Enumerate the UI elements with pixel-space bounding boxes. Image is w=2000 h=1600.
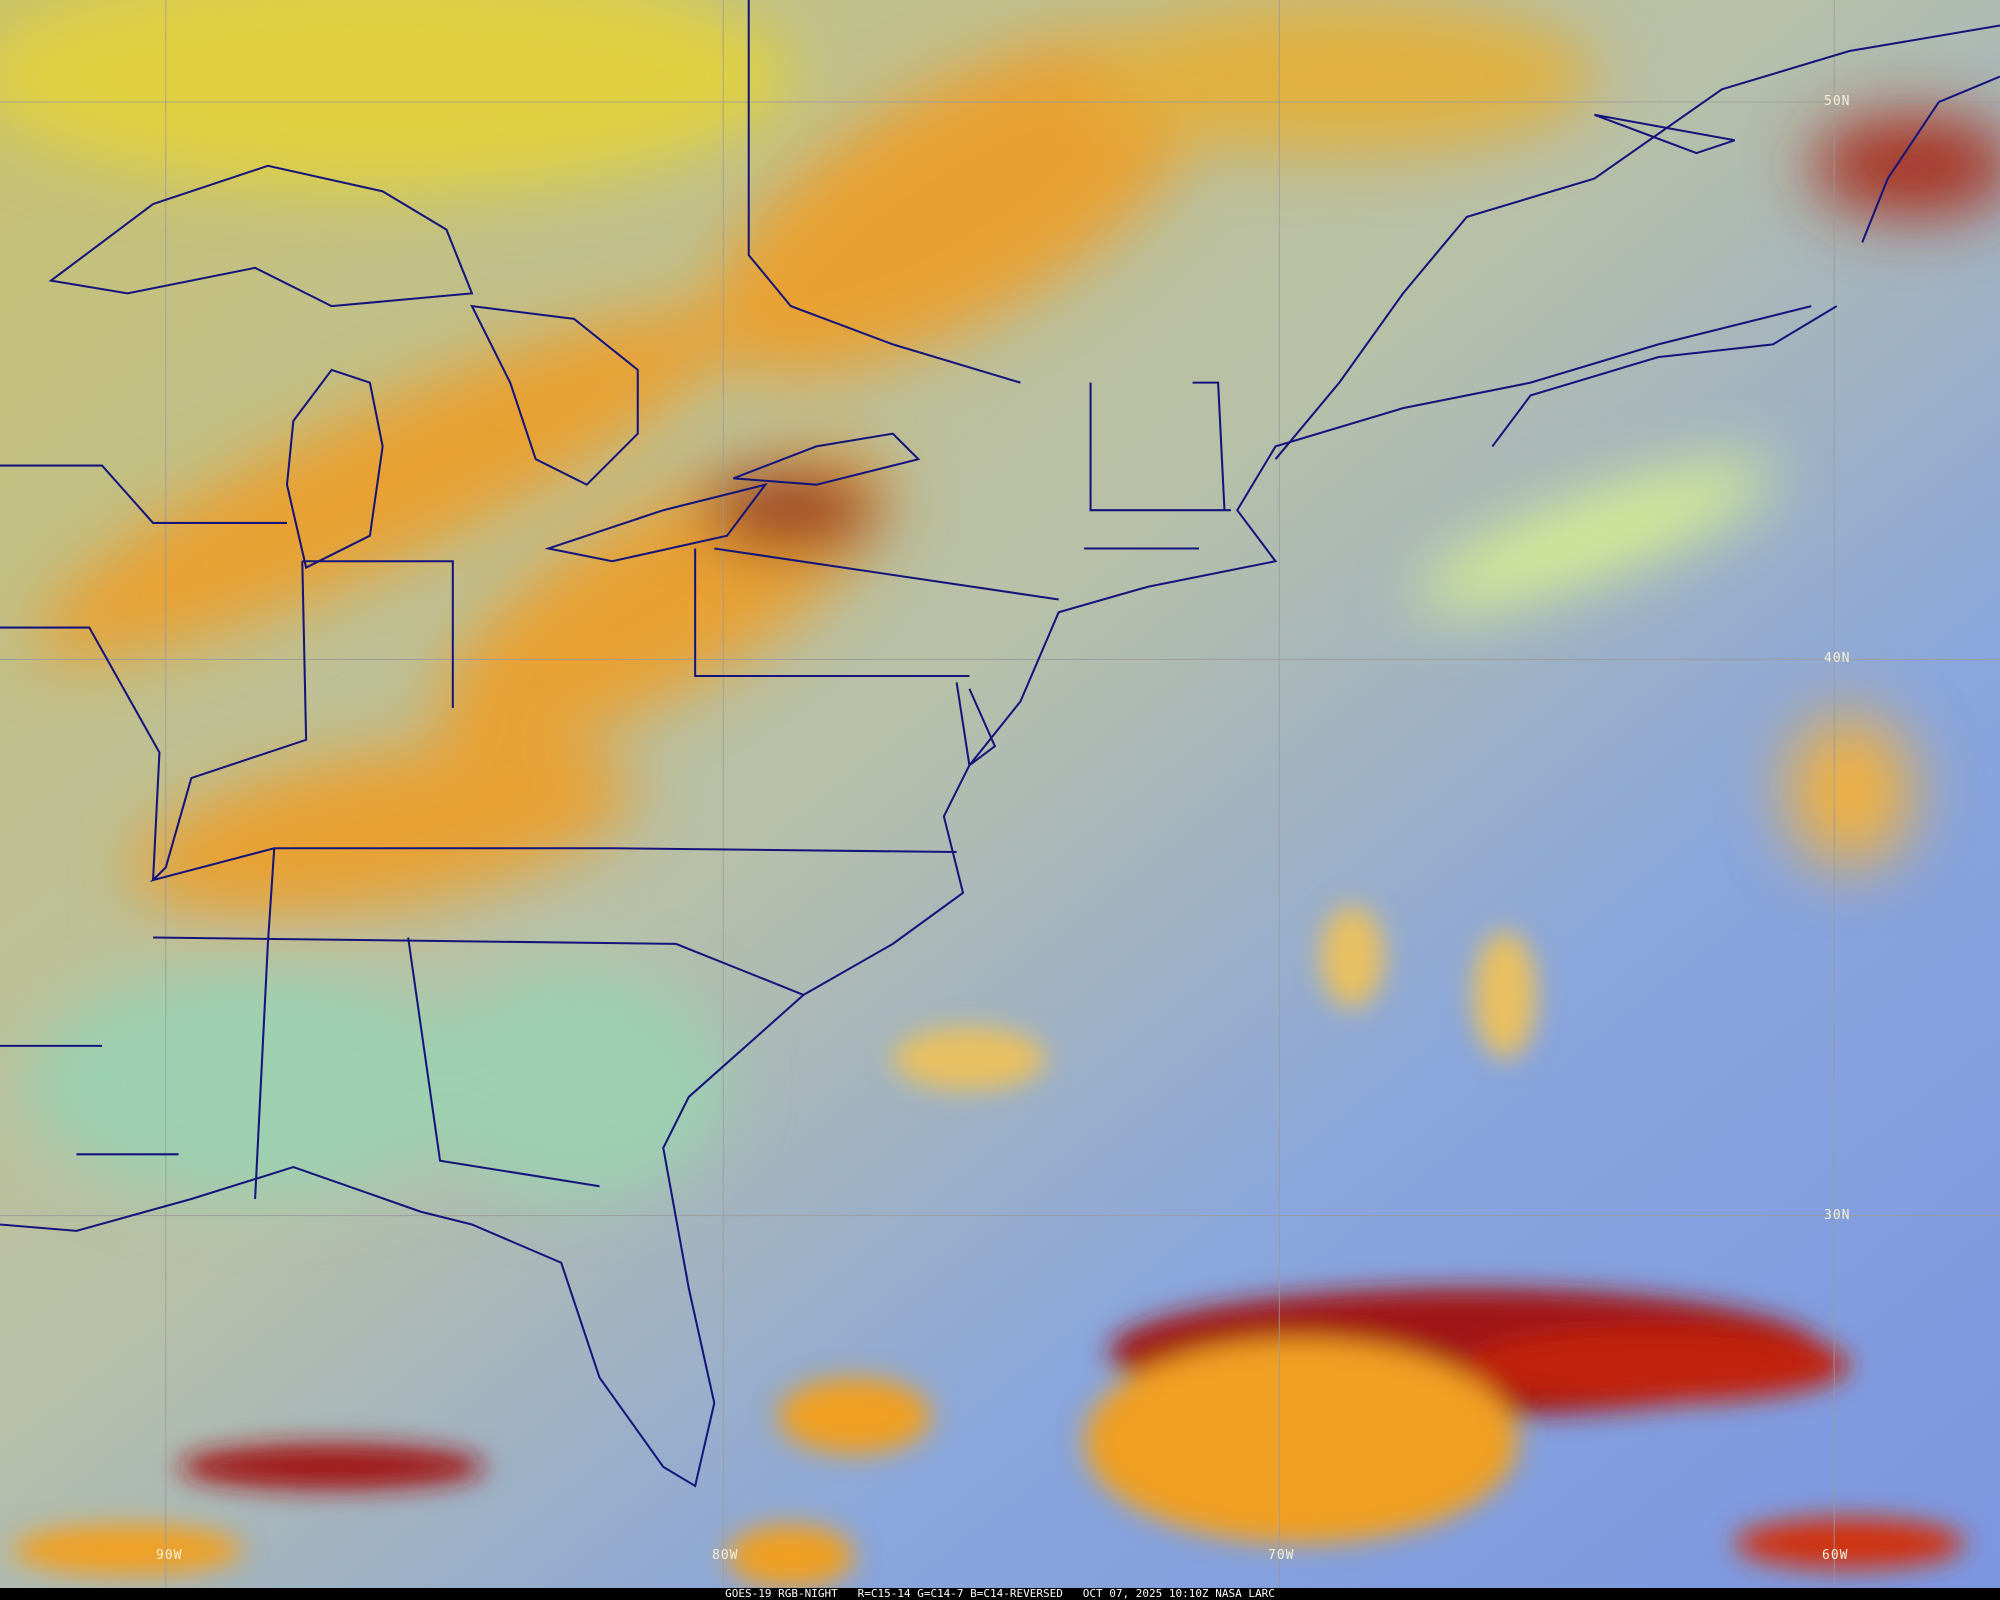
caption-source: NASA LARC <box>1215 1587 1275 1600</box>
lat-label-50n: 50N <box>1824 94 1851 109</box>
lon-label-90w: 90W <box>156 1548 183 1563</box>
caption-bar: GOES-19 RGB-NIGHT R=C15-14 G=C14-7 B=C14… <box>0 1588 2000 1600</box>
cloud-fields <box>0 0 2000 1199</box>
caption-satellite: GOES-19 RGB-NIGHT <box>725 1587 838 1600</box>
lon-label-80w: 80W <box>712 1548 739 1563</box>
lon-label-60w: 60W <box>1822 1548 1849 1563</box>
lon-label-70w: 70W <box>1268 1548 1295 1563</box>
caption-bands: R=C15-14 G=C14-7 B=C14-REVERSED <box>857 1587 1063 1600</box>
lat-label-30n: 30N <box>1824 1208 1851 1223</box>
lat-label-40n: 40N <box>1824 651 1851 666</box>
caption-datetime: OCT 07, 2025 10:10Z <box>1082 1587 1209 1600</box>
coastlines-and-borders <box>0 0 2000 1488</box>
tropical-convection <box>12 905 1965 1588</box>
